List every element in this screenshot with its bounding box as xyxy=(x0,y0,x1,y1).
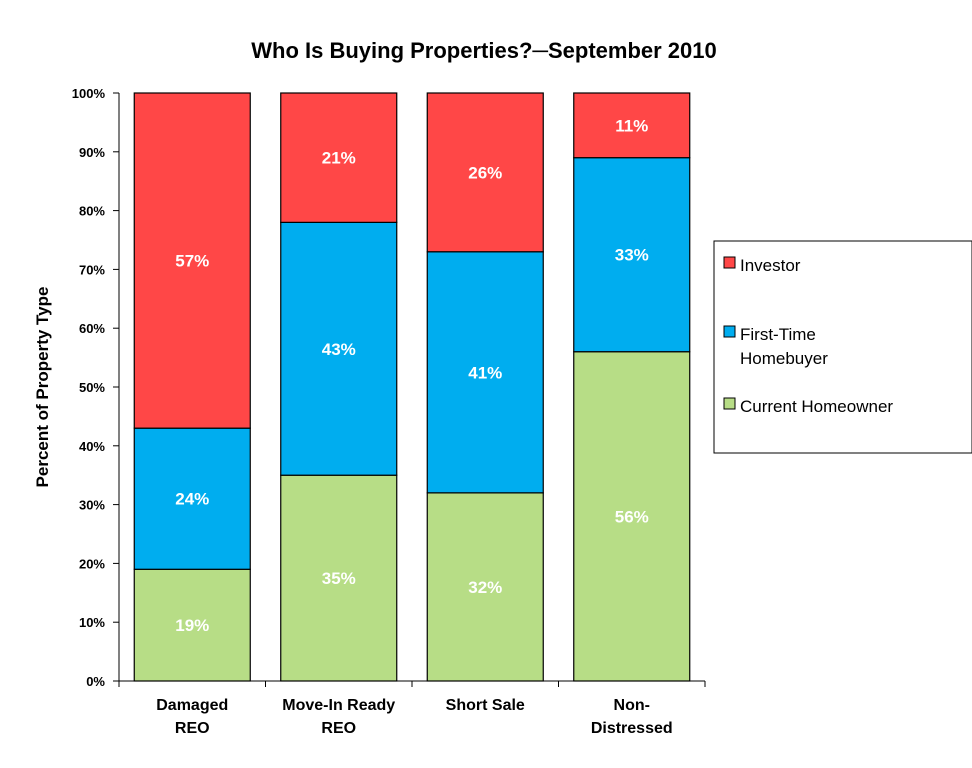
y-tick-label: 100% xyxy=(72,86,106,101)
bar-segment-first-time-homebuyer xyxy=(426,251,544,494)
legend-box xyxy=(713,240,972,454)
data-label: 19% xyxy=(175,616,209,635)
data-label: 32% xyxy=(468,578,502,597)
plot-area: 0% 10% 20% 30% 40% 50% 60% 70% 80% 90% 100% 19% 24% 5… xyxy=(72,86,706,737)
y-tick-label: 70% xyxy=(79,262,105,277)
data-label: 35% xyxy=(322,569,356,588)
y-tick-label: 30% xyxy=(79,498,105,513)
y-axis-label: Percent of Property Type xyxy=(33,287,52,488)
bar-segment-first-time-homebuyer xyxy=(573,157,691,353)
y-tick-label: 60% xyxy=(79,321,105,336)
legend-label: Homebuyer xyxy=(740,349,828,368)
data-label: 11% xyxy=(615,116,648,135)
data-label: 57% xyxy=(175,252,209,271)
data-label: 43% xyxy=(322,340,356,359)
bar-segment-investor xyxy=(133,92,251,429)
y-tick-label: 10% xyxy=(79,615,105,630)
bar-segment-investor xyxy=(573,92,691,159)
legend-label: Investor xyxy=(740,256,801,275)
data-label: 56% xyxy=(615,507,649,526)
y-tick-label: 0% xyxy=(86,674,105,689)
x-tick-label: REO xyxy=(321,720,356,737)
y-tick-label: 90% xyxy=(79,145,105,160)
legend-label: Current Homeowner xyxy=(740,397,893,416)
bar-segment-current-homeowner xyxy=(426,492,544,682)
x-tick-label: Move-In Ready xyxy=(282,697,395,714)
bar-segment-first-time-homebuyer xyxy=(280,221,398,476)
bar-segment-current-homeowner xyxy=(573,351,691,682)
bar-segment-investor xyxy=(426,92,544,253)
x-tick-label: Damaged xyxy=(156,697,228,714)
bar-segment-investor xyxy=(280,92,398,223)
x-tick-label: Short Sale xyxy=(446,697,525,714)
legend-swatch xyxy=(723,325,736,338)
legend-label: First-Time xyxy=(740,325,816,344)
x-tick-label: Distressed xyxy=(591,720,673,737)
data-label: 26% xyxy=(468,163,502,182)
legend: Investor First-Time Homebuyer Current Homeo… xyxy=(713,240,972,454)
x-tick-label: Non- xyxy=(614,697,650,714)
data-label: 24% xyxy=(175,490,209,509)
x-tick-label: REO xyxy=(175,720,210,737)
legend-swatch xyxy=(723,397,736,410)
y-tick-label: 80% xyxy=(79,204,105,219)
chart-title: Who Is Buying Properties?─September 2010 xyxy=(251,38,716,63)
y-tick-label: 40% xyxy=(79,439,105,454)
y-tick-label: 20% xyxy=(79,556,105,571)
data-label: 21% xyxy=(322,149,356,168)
y-tick-label: 50% xyxy=(79,380,105,395)
bar-segment-current-homeowner xyxy=(280,474,398,682)
data-label: 41% xyxy=(468,363,502,382)
data-label: 33% xyxy=(615,246,649,265)
legend-swatch xyxy=(723,256,736,269)
